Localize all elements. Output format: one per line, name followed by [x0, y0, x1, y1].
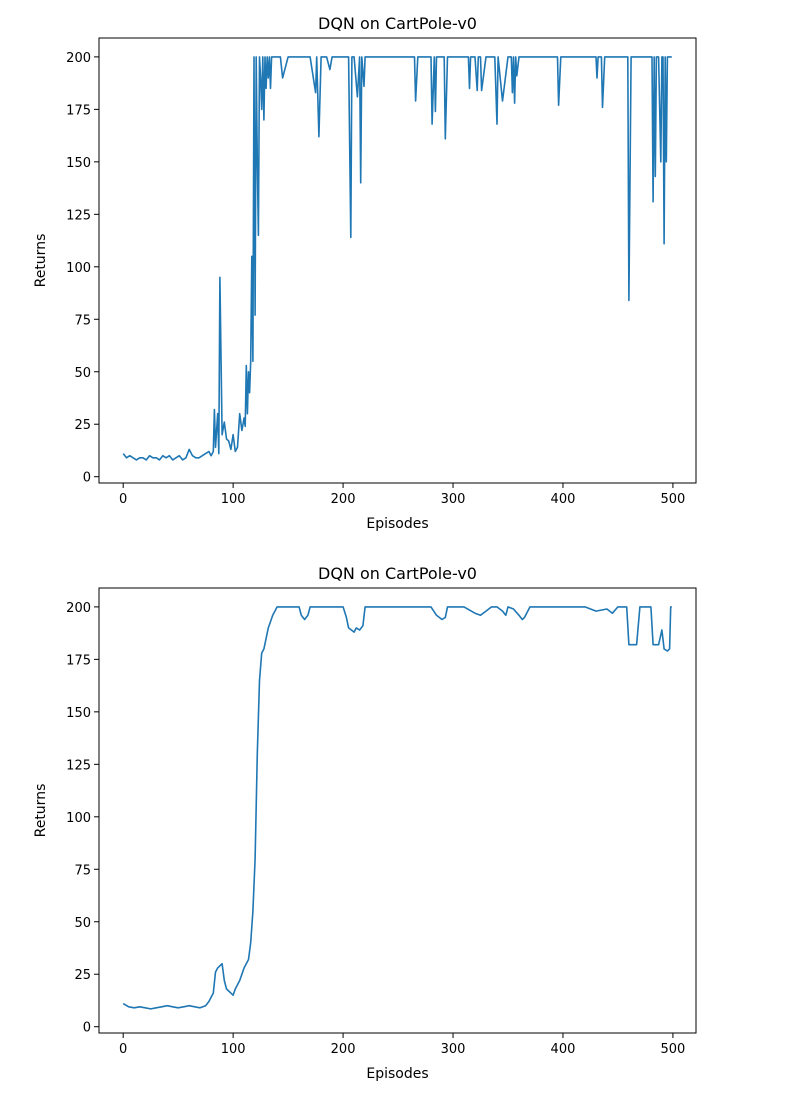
series-line [122, 606, 672, 1010]
x-axis-label: Episodes [366, 1066, 428, 1082]
x-tick-label: 300 [441, 492, 466, 507]
x-tick-label: 300 [441, 1042, 466, 1057]
plot-frame [98, 587, 697, 1034]
x-tick-label: 0 [119, 1042, 127, 1057]
y-tick-label: 100 [66, 261, 91, 276]
x-tick-label: 100 [221, 1042, 246, 1057]
y-tick-label: 150 [66, 706, 91, 721]
y-tick-label: 25 [74, 418, 91, 433]
chart-title: DQN on CartPole-v0 [318, 14, 477, 33]
y-axis-label: Returns [33, 784, 49, 838]
y-tick-label: 150 [66, 156, 91, 171]
y-tick-label: 175 [66, 653, 91, 668]
y-tick-label: 50 [74, 916, 91, 931]
y-tick-label: 125 [66, 208, 91, 223]
series-line [122, 56, 672, 461]
y-tick-label: 175 [66, 103, 91, 118]
y-tick-label: 50 [74, 366, 91, 381]
x-tick-label: 200 [331, 492, 356, 507]
x-tick-label: 500 [660, 492, 685, 507]
y-tick-label: 75 [74, 863, 91, 878]
y-tick-label: 0 [83, 471, 91, 486]
x-tick-label: 100 [221, 492, 246, 507]
y-tick-label: 25 [74, 968, 91, 983]
x-tick-label: 500 [660, 1042, 685, 1057]
y-tick-label: 100 [66, 811, 91, 826]
plot-frame [98, 37, 697, 484]
y-tick-label: 75 [74, 313, 91, 328]
x-axis-label: Episodes [366, 516, 428, 532]
x-tick-label: 400 [551, 1042, 576, 1057]
y-tick-label: 0 [83, 1021, 91, 1036]
y-tick-label: 125 [66, 758, 91, 773]
y-tick-label: 200 [66, 601, 91, 616]
x-tick-label: 0 [119, 492, 127, 507]
x-tick-label: 400 [551, 492, 576, 507]
y-tick-label: 200 [66, 51, 91, 66]
y-axis-label: Returns [33, 234, 49, 288]
chart-title: DQN on CartPole-v0 [318, 564, 477, 583]
x-tick-label: 200 [331, 1042, 356, 1057]
